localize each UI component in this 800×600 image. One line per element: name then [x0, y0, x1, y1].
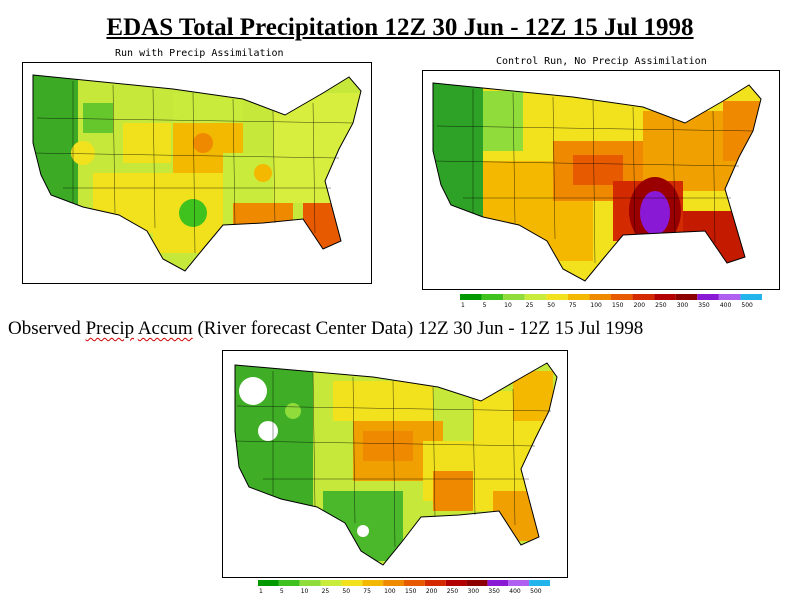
legend-value-label: 10 [504, 302, 512, 309]
legend-swatch [383, 580, 404, 586]
legend-swatch [445, 580, 467, 586]
observed-map [234, 362, 558, 566]
legend-swatch [466, 580, 488, 586]
legend-swatch [654, 294, 676, 300]
legend-top-svg: 1 5 10 25 50 75 100 150 200 250 300 350 400 500 [460, 294, 762, 309]
legend-swatch [258, 580, 279, 586]
legend-bottom-svg: 1 5 10 25 50 75 100 150 200 250 300 350 400 500 [258, 580, 550, 595]
control-map [432, 82, 762, 282]
legend-value-label: 200 [634, 302, 646, 309]
legend-value-label: 100 [384, 588, 396, 595]
legend-swatch [508, 580, 530, 586]
legend-swatch [299, 580, 321, 586]
observed-heading: Observed Precip Accum (River forecast Ce… [8, 318, 643, 340]
title-part-1: EDAS Total Precipitation [106, 14, 385, 41]
legend-value-label: 500 [741, 302, 753, 309]
observed-heading-word1: Observed [8, 318, 81, 339]
observed-color-legend: 1 5 10 25 50 75 100 150 200 250 300 350 400 500 [258, 580, 550, 596]
legend-value-label: 150 [405, 588, 417, 595]
control-panel-label: Control Run, No Precip Assimilation [496, 56, 707, 67]
assim-map [32, 74, 362, 272]
assim-map-panel [22, 62, 372, 284]
legend-value-label: 1 [259, 588, 263, 595]
legend-value-label: 25 [526, 302, 534, 309]
legend-swatch [611, 294, 633, 300]
legend-value-label: 400 [720, 302, 732, 309]
legend-value-label: 400 [509, 588, 521, 595]
legend-value-label: 10 [301, 588, 309, 595]
legend-value-label: 200 [426, 588, 438, 595]
observed-heading-rest: (River forecast Center Data) 12Z 30 Jun … [197, 318, 644, 339]
legend-swatch [632, 294, 655, 300]
legend-value-label: 350 [488, 588, 500, 595]
legend-swatch [697, 294, 719, 300]
legend-swatch [404, 580, 425, 586]
legend-swatch [341, 580, 363, 586]
legend-swatch [529, 580, 550, 586]
legend-swatch [589, 294, 611, 300]
legend-swatch [424, 580, 446, 586]
legend-swatch [740, 294, 762, 300]
observed-map-panel [222, 350, 568, 578]
legend-value-label: 250 [447, 588, 459, 595]
legend-swatch [362, 580, 384, 586]
legend-value-label: 150 [612, 302, 624, 309]
legend-value-label: 500 [530, 588, 542, 595]
observed-heading-word3: Accum [137, 318, 193, 339]
legend-value-label: 300 [677, 302, 689, 309]
legend-value-label: 50 [342, 588, 350, 595]
page-title: EDAS Total Precipitation 12Z 30 Jun - 12… [0, 14, 800, 42]
legend-swatch [481, 294, 504, 300]
legend-value-label: 300 [468, 588, 480, 595]
legend-swatch [546, 294, 568, 300]
legend-value-label: 100 [590, 302, 602, 309]
legend-swatch [718, 294, 741, 300]
legend-value-label: 5 [483, 302, 487, 309]
legend-value-label: 1 [461, 302, 465, 309]
legend-value-label: 5 [280, 588, 284, 595]
legend-swatch [524, 294, 547, 300]
legend-value-label: 350 [698, 302, 710, 309]
legend-swatch [503, 294, 525, 300]
legend-swatch [567, 294, 590, 300]
legend-swatch [675, 294, 698, 300]
legend-value-label: 75 [569, 302, 577, 309]
legend-value-label: 50 [547, 302, 555, 309]
assim-panel-label: Run with Precip Assimilation [115, 48, 284, 59]
observed-heading-word2: Precip [85, 318, 135, 339]
legend-swatch [320, 580, 342, 586]
control-map-panel [422, 70, 780, 290]
legend-value-label: 75 [363, 588, 371, 595]
legend-swatch [487, 580, 509, 586]
legend-value-label: 250 [655, 302, 667, 309]
control-color-legend: 1 5 10 25 50 75 100 150 200 250 300 350 400 500 [460, 294, 762, 310]
legend-swatch [278, 580, 300, 586]
legend-swatch [460, 294, 482, 300]
legend-value-label: 25 [322, 588, 330, 595]
title-part-2: 12Z 30 Jun - 12Z 15 Jul 1998 [384, 14, 694, 41]
